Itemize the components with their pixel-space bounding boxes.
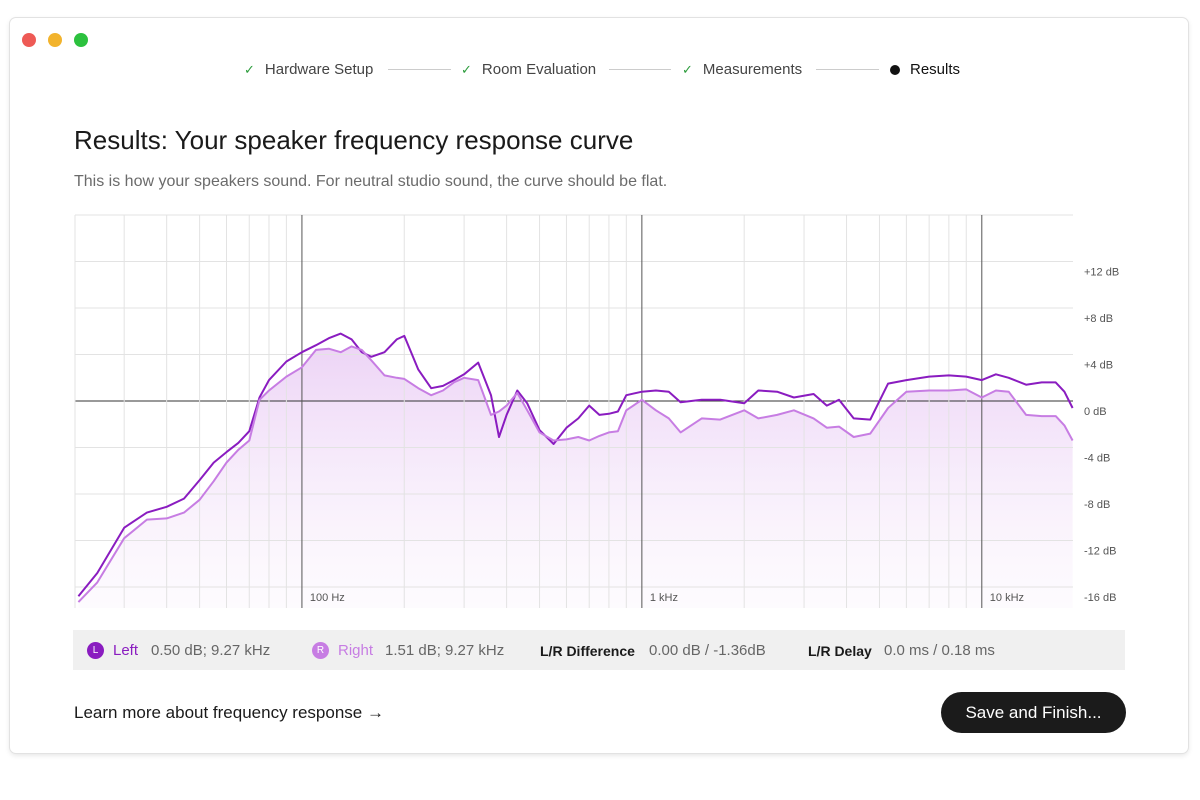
step-label: Room Evaluation <box>481 61 597 78</box>
step-connector <box>609 69 671 70</box>
right-readout: 1.51 dB; 9.27 kHz <box>385 642 505 659</box>
step-connector <box>816 69 879 70</box>
readout-bar <box>73 630 1125 670</box>
y-tick-label: +8 dB <box>1084 313 1113 325</box>
y-tick-label: -16 dB <box>1084 592 1116 604</box>
step-label: Hardware Setup <box>264 61 374 78</box>
check-icon: ✓ <box>461 61 472 77</box>
y-tick-label: -4 dB <box>1084 453 1110 465</box>
left-readout: 0.50 dB; 9.27 kHz <box>151 642 271 659</box>
difference-label: L/R Difference <box>540 643 635 659</box>
x-tick-label: 10 kHz <box>990 592 1024 604</box>
x-tick-label: 1 kHz <box>650 592 678 604</box>
y-tick-label: 0 dB <box>1084 406 1107 418</box>
delay-readout: 0.0 ms / 0.18 ms <box>884 642 995 659</box>
minimize-button[interactable] <box>48 33 62 47</box>
step-label: Measurements <box>702 61 803 78</box>
delay-label: L/R Delay <box>808 643 872 659</box>
area <box>78 346 1073 608</box>
step-label: Results <box>910 61 961 78</box>
step-connector <box>388 69 451 70</box>
zoom-button[interactable] <box>74 33 88 47</box>
y-tick-label: -8 dB <box>1084 499 1110 511</box>
current-dot <box>890 64 900 75</box>
subtitle: This is how your speakers sound. For neu… <box>74 173 668 190</box>
right-badge: R <box>312 642 329 659</box>
save-button[interactable]: Save and Finish... <box>941 692 1126 733</box>
chart: 100 Hz 1 kHz 10 kHz -16 dB -12 dB -8 dB -4 dB 0… <box>74 214 1119 608</box>
series-line <box>77 345 1074 603</box>
legend-left: Left <box>113 642 139 659</box>
step: Results <box>890 61 960 78</box>
check-icon: ✓ <box>244 61 255 77</box>
x-tick-label: 100 Hz <box>310 592 345 604</box>
learn-more-link[interactable]: Learn more about frequency response → <box>74 703 384 722</box>
step: ✓ Hardware Setup <box>244 61 373 78</box>
difference-readout: 0.00 dB / -1.36dB <box>649 642 766 659</box>
left-badge: L <box>87 642 104 659</box>
legend-right: Right <box>338 642 374 659</box>
step: ✓ Measurements <box>682 61 802 78</box>
step: ✓ Room Evaluation <box>461 61 596 78</box>
y-tick-label: +12 dB <box>1084 267 1119 279</box>
close-button[interactable] <box>22 33 36 47</box>
y-tick-label: -12 dB <box>1084 546 1116 558</box>
y-tick-label: +4 dB <box>1084 360 1113 372</box>
heading: Results: Your speaker frequency response… <box>74 125 634 155</box>
check-icon: ✓ <box>682 61 693 77</box>
